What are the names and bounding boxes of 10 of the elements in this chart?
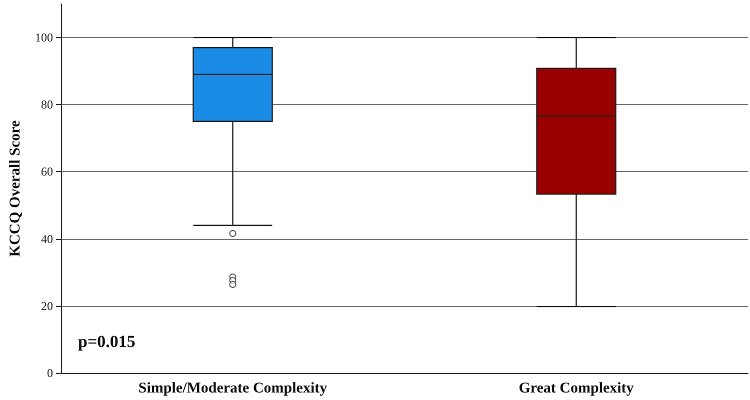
x-tick-label: Great Complexity <box>518 380 634 396</box>
y-tick-label: 0 <box>47 366 53 380</box>
y-axis-title: KCCQ Overall Score <box>8 120 24 257</box>
annotation: p=0.015 <box>78 332 136 351</box>
y-tick-label: 80 <box>41 98 53 112</box>
y-tick-label: 100 <box>35 30 53 45</box>
x-tick-label: Simple/Moderate Complexity <box>138 380 328 396</box>
y-tick-label: 20 <box>41 298 53 313</box>
y-tick-label: 40 <box>41 232 53 246</box>
y-tick-label: 60 <box>41 164 53 179</box>
